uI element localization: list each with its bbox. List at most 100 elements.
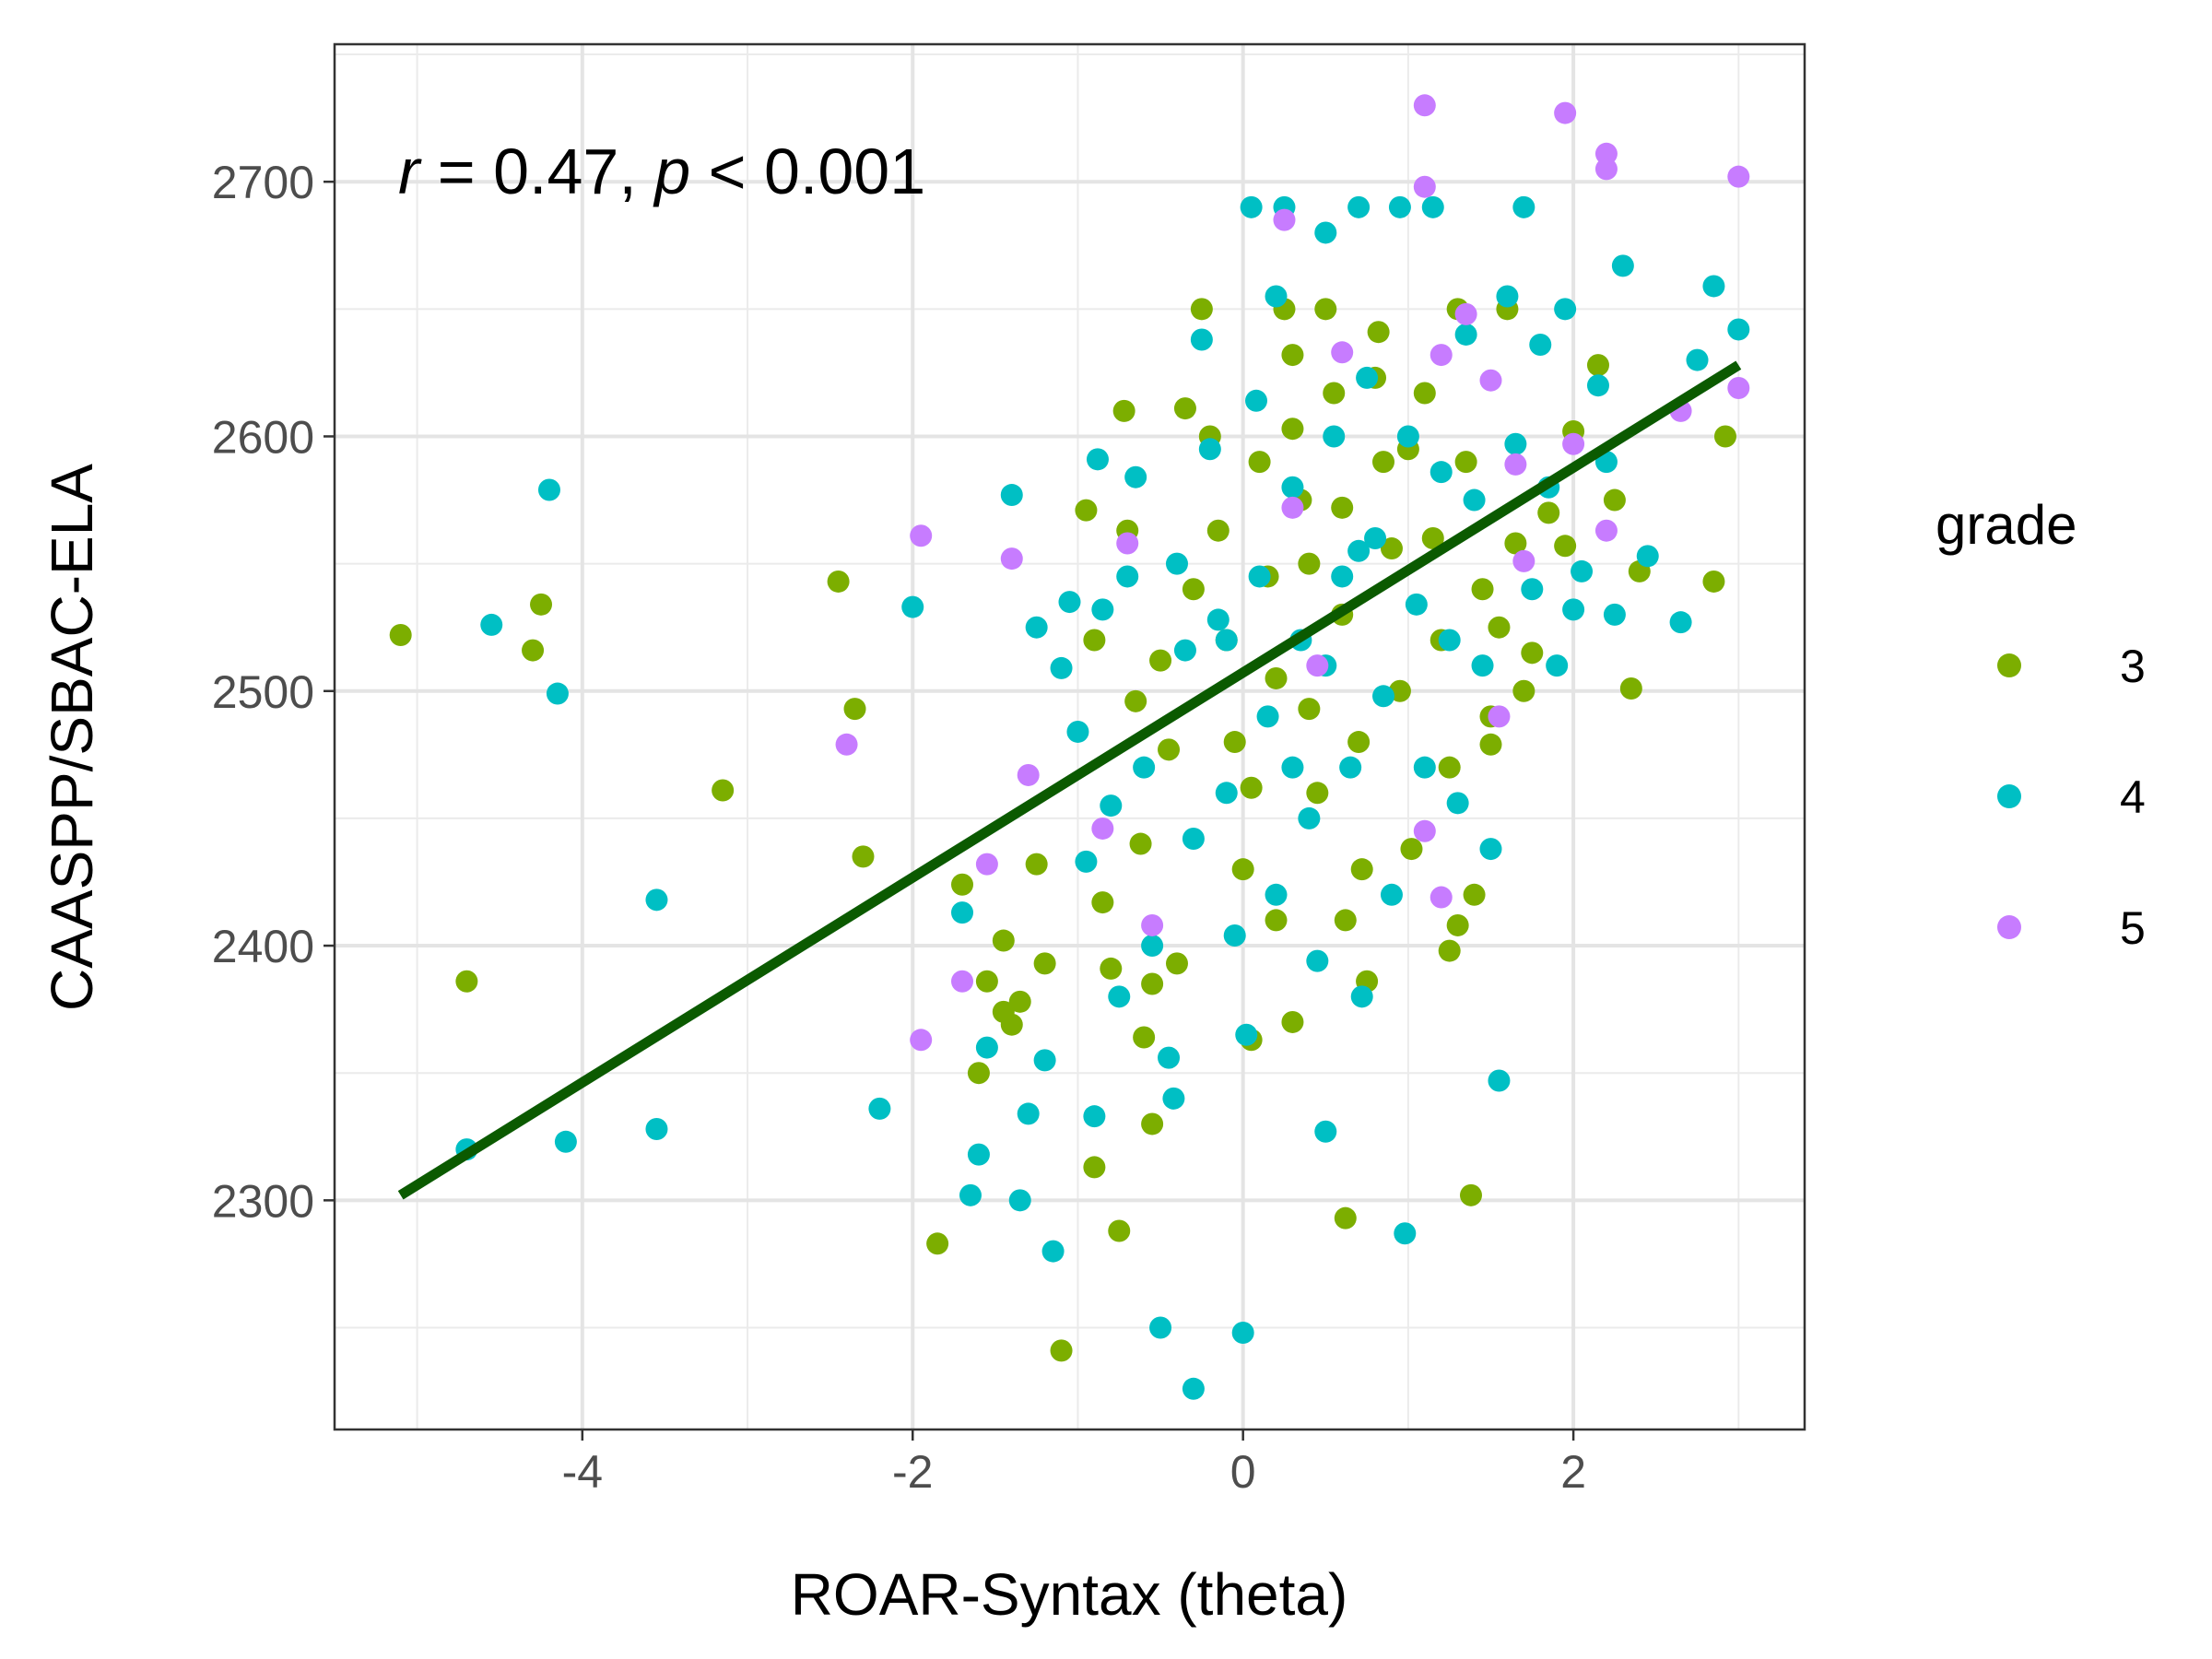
- data-point-grade-4: [1331, 565, 1354, 588]
- data-point-grade-4: [1086, 448, 1109, 471]
- data-point-grade-3: [1331, 496, 1354, 519]
- data-point-grade-3: [455, 970, 478, 993]
- data-point-grade-5: [1594, 519, 1618, 542]
- data-point-grade-3: [1083, 629, 1106, 652]
- data-point-grade-4: [1162, 1087, 1185, 1110]
- data-point-grade-4: [1554, 298, 1577, 321]
- data-point-grade-3: [1521, 641, 1544, 665]
- data-point-grade-3: [992, 929, 1015, 952]
- data-point-grade-4: [1546, 654, 1569, 677]
- data-point-grade-4: [480, 613, 503, 636]
- data-point-grade-5: [1488, 705, 1511, 728]
- data-point-grade-4: [645, 1117, 668, 1140]
- data-point-grade-3: [1281, 418, 1304, 441]
- legend-label-grade-5: 5: [2120, 902, 2146, 954]
- data-point-grade-4: [1298, 806, 1321, 830]
- data-point-grade-5: [1504, 453, 1527, 476]
- data-point-grade-4: [1206, 608, 1230, 631]
- data-point-grade-4: [951, 901, 974, 924]
- data-point-grade-4: [1314, 1120, 1337, 1143]
- data-point-grade-4: [1182, 1377, 1205, 1400]
- data-point-grade-5: [1430, 886, 1453, 909]
- data-point-grade-5: [1554, 101, 1577, 124]
- data-point-grade-4: [1223, 924, 1246, 947]
- data-point-grade-3: [1190, 298, 1213, 321]
- legend-entries: 3 4 5: [1997, 641, 2146, 954]
- data-point-grade-3: [1100, 957, 1123, 980]
- data-point-grade-4: [1702, 275, 1725, 298]
- data-point-grade-3: [389, 623, 412, 646]
- data-point-grade-4: [1240, 195, 1263, 218]
- x-tick-label: -2: [892, 1446, 933, 1498]
- data-point-grade-3: [951, 873, 974, 896]
- data-point-grade-3: [1265, 909, 1288, 932]
- data-point-grade-3: [1165, 952, 1188, 975]
- data-point-grade-3: [1306, 782, 1329, 805]
- data-point-grade-4: [1438, 629, 1461, 652]
- data-point-grade-5: [1562, 432, 1585, 455]
- data-point-grade-4: [1463, 488, 1486, 512]
- data-point-grade-4: [554, 1130, 577, 1153]
- data-point-grade-4: [1281, 756, 1304, 779]
- data-point-grade-4: [1041, 1240, 1065, 1263]
- data-point-grade-3: [1223, 731, 1246, 754]
- data-point-grade-4: [1430, 461, 1453, 484]
- data-point-grade-4: [645, 888, 668, 912]
- data-point-grade-4: [1446, 792, 1469, 815]
- data-point-grade-4: [1066, 720, 1089, 743]
- data-point-grade-3: [712, 779, 735, 802]
- data-point-grade-3: [1091, 891, 1114, 914]
- data-point-grade-3: [522, 639, 545, 662]
- data-point-grade-4: [1141, 935, 1164, 958]
- data-point-grade-3: [843, 698, 866, 721]
- x-axis-ticks: -4 -2 0 2: [562, 1430, 1586, 1498]
- data-point-grade-4: [1356, 366, 1379, 389]
- data-point-grade-3: [1438, 939, 1461, 962]
- data-point-grade-5: [1306, 654, 1329, 677]
- data-point-grade-3: [1182, 578, 1205, 601]
- legend-key-grade-5: [1997, 915, 2021, 939]
- data-point-grade-4: [1245, 389, 1268, 412]
- data-point-grade-4: [1008, 1189, 1031, 1212]
- legend-label-grade-4: 4: [2120, 771, 2146, 823]
- data-point-grade-3: [1108, 1219, 1131, 1242]
- data-point-grade-3: [1713, 425, 1736, 448]
- regression-line-group: [397, 360, 1742, 1200]
- data-point-grade-4: [1091, 598, 1114, 621]
- data-point-grade-4: [1488, 1069, 1511, 1092]
- data-point-grade-3: [1471, 578, 1494, 601]
- data-point-grade-4: [1017, 1102, 1040, 1125]
- data-point-grade-3: [1372, 451, 1395, 474]
- data-point-grade-3: [1488, 616, 1511, 639]
- data-point-grade-4: [1215, 782, 1238, 805]
- data-point-grade-3: [967, 1062, 990, 1085]
- data-point-grade-4: [1235, 1023, 1258, 1046]
- data-point-grade-3: [1603, 488, 1626, 512]
- data-point-grade-4: [1050, 656, 1073, 679]
- data-point-grade-5: [1273, 208, 1296, 231]
- data-point-grade-4: [868, 1097, 891, 1120]
- data-point-grade-4: [975, 1036, 998, 1059]
- data-point-grade-3: [1141, 972, 1164, 995]
- x-tick-label: 2: [1560, 1446, 1586, 1498]
- data-point-grade-5: [1727, 165, 1750, 188]
- data-point-grade-5: [910, 524, 933, 547]
- y-axis-title: CAASPP/SBAC-ELA: [39, 464, 105, 1011]
- data-point-grade-5: [1141, 913, 1164, 936]
- r-symbol: r: [398, 135, 422, 207]
- data-point-grade-4: [1231, 1322, 1254, 1345]
- data-point-grade-3: [1619, 677, 1642, 700]
- data-point-grade-4: [1182, 828, 1205, 851]
- legend: grade 3 4 5: [1936, 494, 2146, 954]
- data-point-grade-4: [1265, 883, 1288, 906]
- data-point-grade-4: [1265, 285, 1288, 308]
- data-point-grade-4: [1083, 1105, 1106, 1128]
- data-point-grade-4: [1173, 639, 1196, 662]
- data-point-grade-3: [1083, 1156, 1106, 1179]
- data-point-grade-3: [1537, 501, 1560, 524]
- data-point-grade-3: [1298, 698, 1321, 721]
- data-point-grade-3: [827, 570, 850, 593]
- data-point-grade-5: [910, 1029, 933, 1052]
